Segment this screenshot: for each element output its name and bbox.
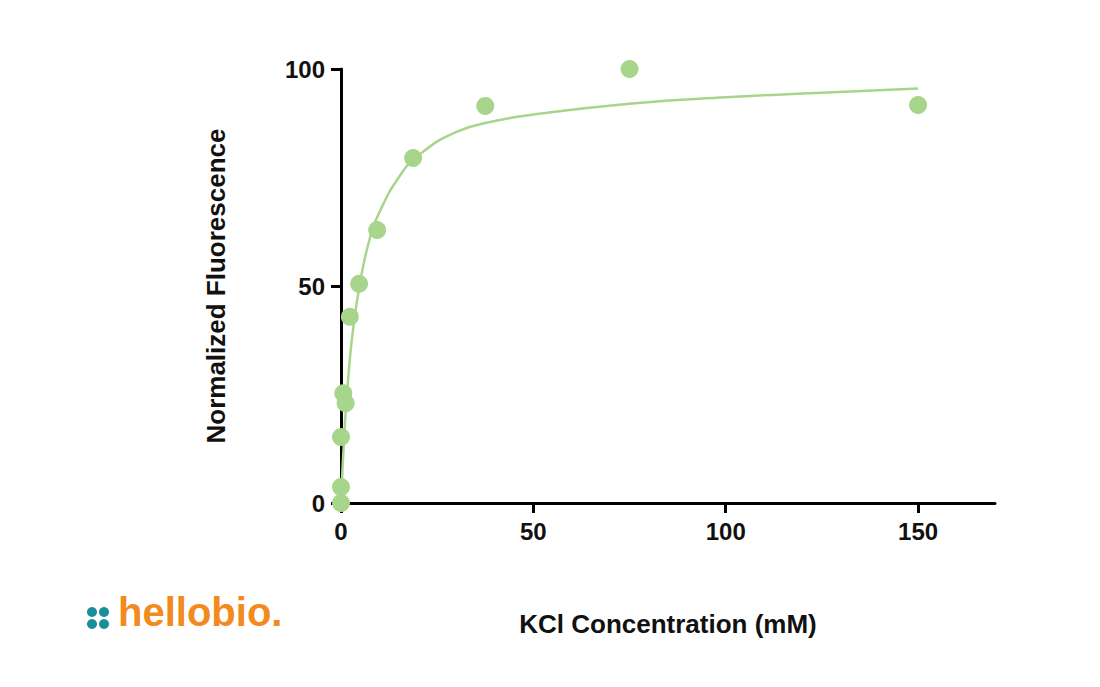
svg-text:150: 150 [898,518,938,545]
svg-text:KCl Concentration (mM): KCl Concentration (mM) [519,609,817,639]
svg-text:0: 0 [312,490,325,517]
svg-text:50: 50 [298,273,325,300]
svg-text:50: 50 [520,518,547,545]
svg-text:Normalized Fluorescence: Normalized Fluorescence [201,129,231,444]
svg-text:0: 0 [334,518,347,545]
svg-text:100: 100 [285,56,325,83]
svg-text:100: 100 [706,518,746,545]
svg-text:hellobio.: hellobio. [118,590,282,634]
